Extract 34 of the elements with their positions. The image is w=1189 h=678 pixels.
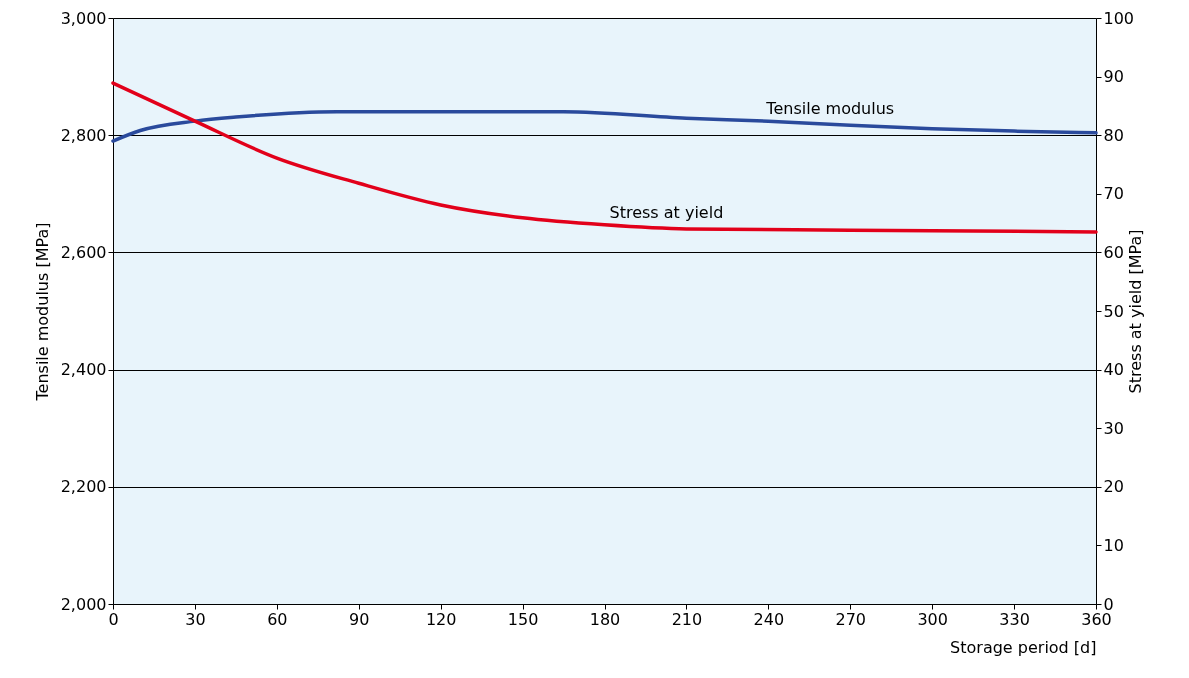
x-tick-label: 240 [753, 609, 785, 629]
x-tick-label: 90 [349, 609, 370, 629]
y-tick-label: 2,800 [60, 125, 107, 145]
y2-tick-label: 30 [1103, 418, 1124, 438]
x-tick-label: 180 [589, 609, 621, 629]
y2-tick-label: 100 [1103, 8, 1135, 28]
x-tick-label: 150 [507, 609, 539, 629]
series-label: Tensile modulus [765, 99, 895, 119]
x-tick-label: 330 [999, 609, 1030, 629]
y2-axis-title: Stress at yield [MPa] [1126, 229, 1146, 394]
x-tick-label: 210 [671, 609, 703, 629]
x-tick-label: 270 [835, 609, 867, 629]
y-tick-label: 2,200 [60, 477, 107, 497]
x-tick-label: 120 [425, 609, 457, 629]
y-tick-label: 3,000 [60, 8, 107, 28]
y2-tick-label: 80 [1103, 125, 1124, 145]
line-series [111, 81, 1098, 234]
series-label: Stress at yield [609, 202, 724, 222]
y2-tick-label: 10 [1103, 535, 1124, 555]
y2-tick-label: 90 [1103, 67, 1124, 87]
y2-tick-label: 20 [1103, 477, 1124, 497]
x-axis-title: Storage period [d] [950, 637, 1097, 657]
y2-tick-label: 70 [1103, 184, 1124, 204]
y-tick-label: 2,000 [60, 594, 107, 614]
x-tick-label: 0 [108, 609, 119, 629]
y2-tick-label: 60 [1103, 242, 1124, 262]
x-tick-label: 300 [917, 609, 948, 629]
y-tick-label: 2,600 [60, 242, 107, 262]
y2-tick-label: 40 [1103, 360, 1124, 380]
x-tick-label: 30 [185, 609, 206, 629]
y2-tick-label: 50 [1103, 301, 1124, 321]
y-axis-title: Tensile modulus [MPa] [32, 222, 52, 402]
x-tick-label: 60 [267, 609, 288, 629]
y-tick-label: 2,400 [60, 360, 107, 380]
